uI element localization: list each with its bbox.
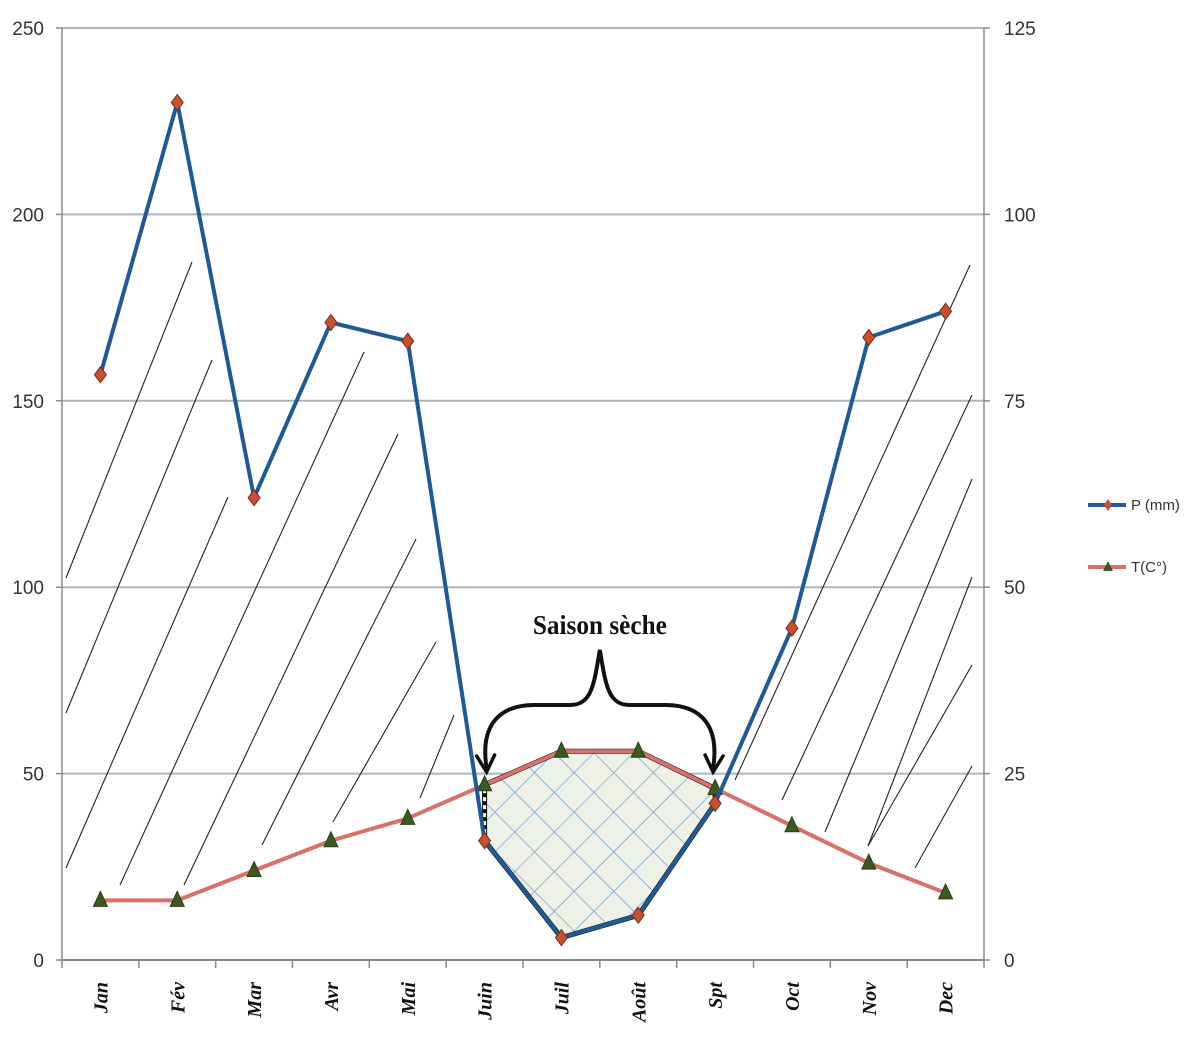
brace-path [483, 649, 717, 770]
hatch-line [65, 496, 229, 869]
month-label: Avr [321, 982, 343, 1013]
dry-season-fill [484, 751, 716, 938]
right-tick-label: 50 [1004, 578, 1025, 599]
gridlines [62, 27, 984, 775]
temperature-point [860, 852, 877, 870]
left-tick-label: 200 [12, 205, 44, 226]
temperature-point [169, 890, 186, 907]
month-label: Juin [475, 982, 497, 1021]
month-label: Nov [859, 981, 881, 1016]
precipitation-point [938, 302, 953, 321]
precipitation-point [170, 93, 184, 112]
axes: 0 0 50 25 100 50 150 75 200 100 250 125 Jan Fév Mar Avr… [12, 19, 1035, 1024]
right-tick-label: 0 [1004, 951, 1015, 972]
legend-label: T(C°) [1131, 559, 1167, 576]
legend-swatch-marker [1103, 561, 1113, 571]
hatch-line [781, 394, 973, 801]
temperature-point [246, 860, 262, 878]
hatch-line [183, 433, 399, 886]
legend-swatch-marker [1104, 499, 1112, 511]
month-label: Oct [782, 981, 804, 1011]
legend-label: P (mm) [1131, 497, 1180, 514]
precipitation-point [785, 619, 799, 638]
series-lines [92, 93, 954, 947]
right-tick-label: 125 [1004, 19, 1036, 40]
right-tick-label: 100 [1004, 205, 1036, 226]
month-label: Mai [398, 982, 420, 1017]
month-label: Spt [705, 981, 727, 1009]
precipitation-point [631, 906, 645, 925]
precipitation-point [247, 488, 261, 507]
precipitation-point [324, 313, 338, 332]
temperature-point [784, 815, 800, 833]
month-label: Jan [90, 982, 112, 1014]
annotation-saison-seche: Saison sèche [533, 610, 667, 640]
right-tick-label: 75 [1004, 392, 1025, 413]
month-label: Mar [244, 982, 266, 1019]
left-tick-label: 0 [33, 951, 44, 972]
temperature-point [630, 741, 647, 758]
dry-season-area [482, 748, 718, 941]
temperature-point [92, 890, 109, 907]
hatch-line [914, 765, 973, 869]
temperature-point [553, 741, 570, 758]
legend: P (mm) T(C°) [1088, 497, 1180, 576]
month-label: Août [628, 981, 650, 1024]
brace-arrow-left [474, 753, 497, 776]
hatch-line [734, 264, 971, 781]
month-label: Fév [167, 981, 189, 1014]
hatch-line [261, 538, 417, 846]
left-tick-label: 100 [12, 578, 44, 599]
precipitation-point [93, 365, 108, 384]
hatch-line [867, 576, 973, 847]
precipitation-point [862, 328, 876, 347]
temperature-point [399, 808, 416, 825]
month-label: Dec [936, 982, 958, 1015]
precipitation-point [554, 928, 569, 947]
month-label: Juil [551, 982, 573, 1016]
right-tick-label: 25 [1004, 765, 1025, 786]
temperature-point [937, 882, 954, 900]
hatch-line [65, 261, 193, 579]
precipitation-line [98, 100, 947, 940]
left-tick-label: 250 [12, 19, 44, 40]
hatch-line [65, 359, 213, 714]
precipitation-point [477, 831, 492, 850]
precipitation-point [401, 332, 415, 350]
temperature-point [323, 830, 339, 848]
hatch-line [867, 664, 973, 847]
precipitation-point [708, 794, 722, 813]
temperature-point [476, 774, 493, 792]
left-tick-label: 150 [12, 392, 44, 413]
hatch-line [119, 351, 365, 886]
brace-arrow-right [703, 753, 725, 776]
temperature-line [100, 749, 947, 903]
dry-season-brace: Saison sèche [474, 610, 725, 776]
hatch-line [332, 641, 437, 823]
left-tick-label: 50 [23, 765, 44, 786]
hatch-line [419, 714, 455, 799]
humid-season-hatching [65, 261, 973, 886]
hatch-line [824, 478, 973, 833]
